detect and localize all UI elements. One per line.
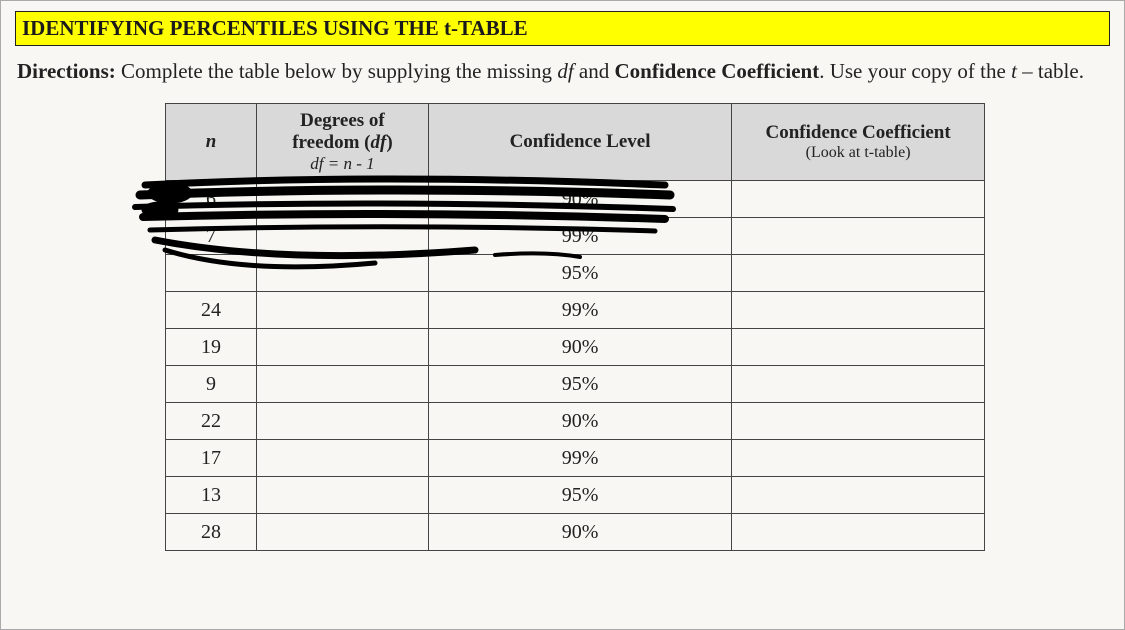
cell-df	[257, 218, 429, 255]
table-row: 6 90%	[166, 181, 985, 218]
cell-cc	[732, 329, 985, 366]
cell-cl: 90%	[428, 403, 731, 440]
cell-cc	[732, 255, 985, 292]
cell-cl: 90%	[428, 329, 731, 366]
cell-n: 7	[166, 218, 257, 255]
table-body: 690%799%95%2499%1990%995%2290%1799%1395%…	[166, 181, 985, 551]
table-row: 28 90%	[166, 514, 985, 551]
cell-df	[257, 292, 429, 329]
cell-cc	[732, 292, 985, 329]
col-header-n: n	[166, 104, 257, 181]
cell-n: 13	[166, 477, 257, 514]
cell-cc	[732, 366, 985, 403]
directions-df: df	[557, 59, 573, 83]
col-header-df: Degrees of freedom (df) df = n - 1	[257, 104, 429, 181]
cell-df	[257, 440, 429, 477]
cell-n: 6	[166, 181, 257, 218]
cell-cc	[732, 477, 985, 514]
worksheet-page: IDENTIFYING PERCENTILES USING THE t-TABL…	[0, 0, 1125, 630]
cell-df	[257, 255, 429, 292]
directions-label: Directions:	[17, 59, 116, 83]
table-row: 17 99%	[166, 440, 985, 477]
cell-cl: 95%	[428, 255, 731, 292]
cell-cl: 99%	[428, 218, 731, 255]
header-n-text: n	[206, 131, 217, 152]
table-row: 19 90%	[166, 329, 985, 366]
cell-cc	[732, 181, 985, 218]
t-table-worksheet: n Degrees of freedom (df) df = n - 1 Con…	[165, 103, 985, 551]
table-wrapper: n Degrees of freedom (df) df = n - 1 Con…	[165, 103, 985, 551]
cell-n: 9	[166, 366, 257, 403]
cell-n: 19	[166, 329, 257, 366]
table-header: n Degrees of freedom (df) df = n - 1 Con…	[166, 104, 985, 181]
cell-cl: 95%	[428, 366, 731, 403]
table-row: 24 99%	[166, 292, 985, 329]
header-df-l1: Degrees of	[300, 110, 385, 131]
cell-n: 22	[166, 403, 257, 440]
cell-n: 28	[166, 514, 257, 551]
directions-cc: Confidence Coefficient	[614, 59, 819, 83]
cell-df	[257, 366, 429, 403]
cell-df	[257, 514, 429, 551]
header-cc-l1: Confidence Coefficient	[765, 122, 950, 143]
header-cl-text: Confidence Level	[510, 131, 651, 152]
table-row: 13 95%	[166, 477, 985, 514]
directions-text: Directions: Complete the table below by …	[17, 58, 1108, 85]
cell-cl: 90%	[428, 514, 731, 551]
cell-cc	[732, 514, 985, 551]
cell-df	[257, 477, 429, 514]
cell-n	[166, 255, 257, 292]
cell-cl: 90%	[428, 181, 731, 218]
cell-cc	[732, 403, 985, 440]
col-header-cl: Confidence Level	[428, 104, 731, 181]
cell-n: 17	[166, 440, 257, 477]
header-cc-sub: (Look at t-table)	[740, 144, 976, 162]
cell-cl: 99%	[428, 440, 731, 477]
directions-part2: and	[574, 59, 615, 83]
col-header-cc: Confidence Coefficient (Look at t-table)	[732, 104, 985, 181]
cell-n: 24	[166, 292, 257, 329]
table-row: 22 90%	[166, 403, 985, 440]
cell-cl: 95%	[428, 477, 731, 514]
directions-part1: Complete the table below by supplying th…	[116, 59, 558, 83]
cell-cc	[732, 218, 985, 255]
header-df-sub: df = n - 1	[265, 154, 420, 174]
table-row: 7 99%	[166, 218, 985, 255]
cell-cc	[732, 440, 985, 477]
title-bar: IDENTIFYING PERCENTILES USING THE t-TABL…	[15, 11, 1110, 46]
cell-df	[257, 181, 429, 218]
cell-cl: 99%	[428, 292, 731, 329]
header-df-l2: freedom (df)	[292, 132, 392, 153]
table-row: 95%	[166, 255, 985, 292]
directions-part3: . Use your copy of the	[819, 59, 1011, 83]
cell-df	[257, 329, 429, 366]
page-title: IDENTIFYING PERCENTILES USING THE t-TABL…	[22, 16, 528, 40]
table-row: 9 95%	[166, 366, 985, 403]
directions-part4: – table.	[1017, 59, 1084, 83]
cell-df	[257, 403, 429, 440]
